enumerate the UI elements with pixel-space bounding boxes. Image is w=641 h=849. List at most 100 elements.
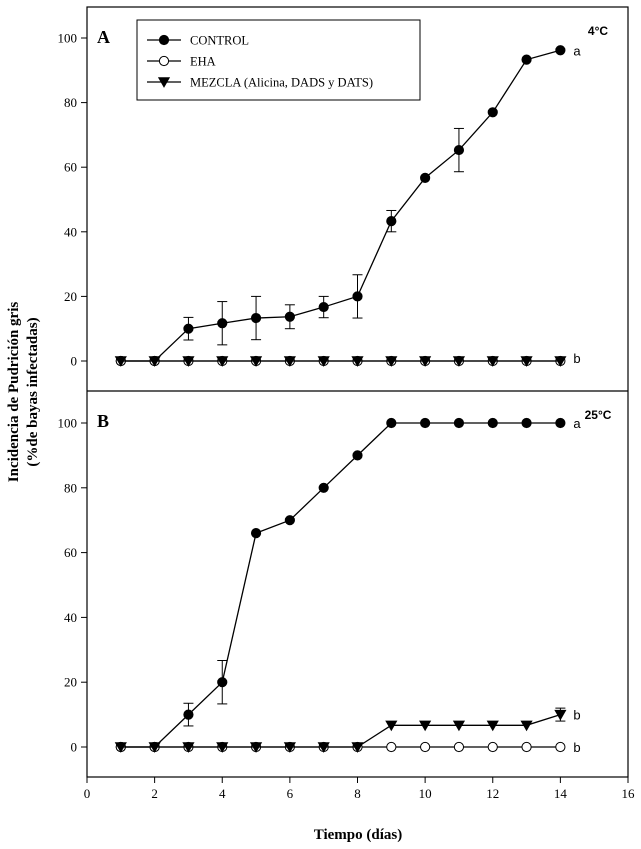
legend-entry: EHA	[147, 55, 216, 69]
panel-a: 0 20 40 60 80 100 A 4°C a b	[58, 24, 609, 369]
legend-marker	[157, 77, 171, 88]
x-tick-label: 2	[151, 786, 158, 801]
data-point	[183, 323, 194, 334]
y-tick-label: 40	[64, 610, 77, 625]
x-tick-label: 10	[419, 786, 432, 801]
y-axis-title-line1: Incidencia de Pudrición gris	[6, 302, 22, 483]
data-point	[453, 144, 465, 156]
legend-label: EHA	[190, 55, 216, 69]
data-point	[148, 356, 161, 367]
x-tick-label: 12	[486, 786, 499, 801]
temperature-label: 4°C	[588, 24, 608, 38]
significance-label: b	[573, 708, 580, 723]
data-point	[486, 720, 499, 732]
data-point	[452, 356, 466, 367]
data-point	[283, 356, 296, 367]
series-line	[120, 49, 561, 362]
data-point	[352, 450, 363, 461]
series-mezcla	[114, 356, 567, 367]
plot-border	[86, 6, 629, 778]
data-point	[385, 356, 398, 367]
legend-marker	[158, 55, 170, 67]
data-point	[419, 356, 432, 367]
data-point	[386, 741, 397, 753]
data-point	[183, 709, 194, 720]
data-point	[317, 742, 330, 753]
x-tick-label: 14	[554, 786, 568, 801]
legend: CONTROL EHA MEZCLA (Alicina, DADS y DATS)	[136, 19, 421, 101]
x-tick-label: 16	[622, 786, 636, 801]
x-tick-label: 8	[354, 786, 361, 801]
y-tick-label: 20	[64, 675, 77, 690]
data-point	[419, 720, 432, 732]
data-point	[555, 417, 566, 429]
data-point	[521, 741, 532, 753]
y-axis-title: Incidencia de Pudrición gris (%de bayas …	[6, 302, 41, 483]
data-point	[420, 741, 431, 753]
significance-label: a	[573, 43, 581, 58]
y-tick-label: 80	[64, 95, 77, 110]
data-point	[182, 742, 195, 753]
data-point	[318, 301, 329, 313]
data-point	[216, 356, 229, 367]
x-tick-label: 6	[287, 786, 294, 801]
data-point	[249, 742, 263, 753]
legend-label: MEZCLA (Alicina, DADS y DATS)	[190, 76, 373, 90]
data-point	[453, 417, 465, 429]
panels: 0 20 40 60 80 100 A 4°C a b 0 20 40 60 80 100 B 25°C a b b	[58, 24, 612, 755]
data-point	[386, 216, 397, 227]
significance-label: b	[573, 351, 580, 366]
data-point	[554, 709, 567, 721]
plot-frame	[86, 6, 629, 778]
data-point	[521, 417, 532, 429]
data-point	[249, 356, 263, 367]
y-tick-label: 40	[64, 224, 77, 239]
data-point	[554, 356, 567, 367]
series-line	[120, 422, 561, 748]
y-axis-title-line2: (%de bayas infectadas)	[25, 317, 41, 466]
data-point	[453, 741, 465, 753]
data-point	[487, 741, 498, 753]
y-tick-label: 0	[71, 740, 78, 755]
panel-b: 0 20 40 60 80 100 B 25°C a b b	[58, 408, 612, 755]
data-point	[182, 356, 195, 367]
y-tick-label: 60	[64, 160, 77, 175]
data-point	[250, 312, 262, 324]
legend-box	[136, 19, 421, 101]
y-tick-label: 0	[71, 354, 78, 369]
data-point	[283, 742, 296, 753]
legend-marker	[158, 34, 170, 46]
data-point	[114, 356, 127, 367]
data-point	[216, 742, 229, 753]
panel-letter: A	[97, 27, 110, 47]
x-axis-title: Tiempo (días)	[314, 827, 402, 843]
data-point	[284, 515, 295, 526]
series-mezcla	[114, 707, 567, 753]
data-point	[284, 311, 295, 322]
panel-letter: B	[97, 411, 109, 431]
x-axis-ticks: 0 2 4 6 8 10 12 14 16	[84, 777, 635, 801]
data-point	[555, 741, 566, 753]
data-point	[217, 318, 228, 329]
data-point	[351, 742, 364, 753]
data-point	[318, 482, 329, 493]
data-point	[555, 45, 566, 56]
data-point	[420, 172, 431, 183]
data-point	[317, 356, 330, 367]
data-point	[385, 720, 398, 732]
data-point	[521, 54, 532, 65]
series-control	[115, 417, 566, 753]
data-point	[386, 417, 397, 429]
data-point	[250, 528, 262, 539]
data-point	[148, 742, 161, 753]
data-point	[487, 107, 498, 118]
data-point	[487, 417, 498, 429]
data-point	[217, 677, 228, 688]
y-tick-label: 80	[64, 480, 77, 495]
series-line	[120, 713, 561, 748]
x-tick-label: 4	[219, 786, 226, 801]
y-tick-label: 100	[58, 416, 78, 431]
y-tick-label: 100	[58, 31, 78, 46]
data-point	[520, 720, 533, 732]
